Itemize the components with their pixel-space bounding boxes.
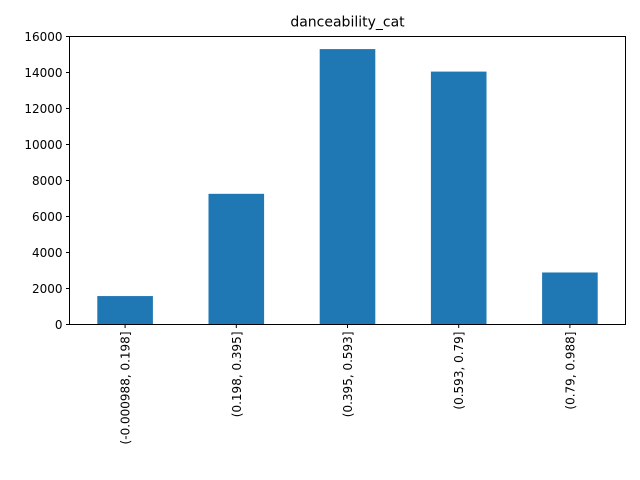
x-tick-label-2: (0.395, 0.593]: [341, 332, 355, 418]
y-tick-label-1: 2000: [32, 282, 63, 296]
x-tick-label-4: (0.79, 0.988]: [563, 332, 577, 410]
bar-4: [542, 272, 598, 325]
y-tick-label-2: 4000: [32, 246, 63, 260]
y-tick-label-0: 0: [55, 318, 63, 332]
y-tick-label-8: 16000: [24, 30, 62, 44]
x-tick-label-1: (0.198, 0.395]: [230, 332, 244, 418]
y-tick-label-3: 6000: [32, 210, 63, 224]
x-tick-label-0: (-0.000988, 0.198]: [119, 332, 133, 445]
bar-1: [208, 193, 265, 325]
y-tick-label-5: 10000: [24, 138, 62, 152]
bar-3: [430, 71, 487, 325]
y-axis: 0 2000 4000 6000 8000 10000 12000 14000 16000: [24, 30, 70, 332]
chart-title: danceability_cat: [290, 15, 405, 31]
y-tick-label-6: 12000: [24, 102, 62, 116]
plot-frame: [69, 36, 626, 325]
bars: [97, 49, 598, 325]
y-tick-label-4: 8000: [32, 174, 63, 188]
x-tick-label-3: (0.593, 0.79]: [452, 332, 466, 410]
y-tick-label-7: 14000: [24, 66, 62, 80]
bar-0: [97, 296, 153, 325]
x-axis: (-0.000988, 0.198] (0.198, 0.395] (0.395, …: [119, 324, 577, 445]
bar-2: [319, 49, 376, 325]
